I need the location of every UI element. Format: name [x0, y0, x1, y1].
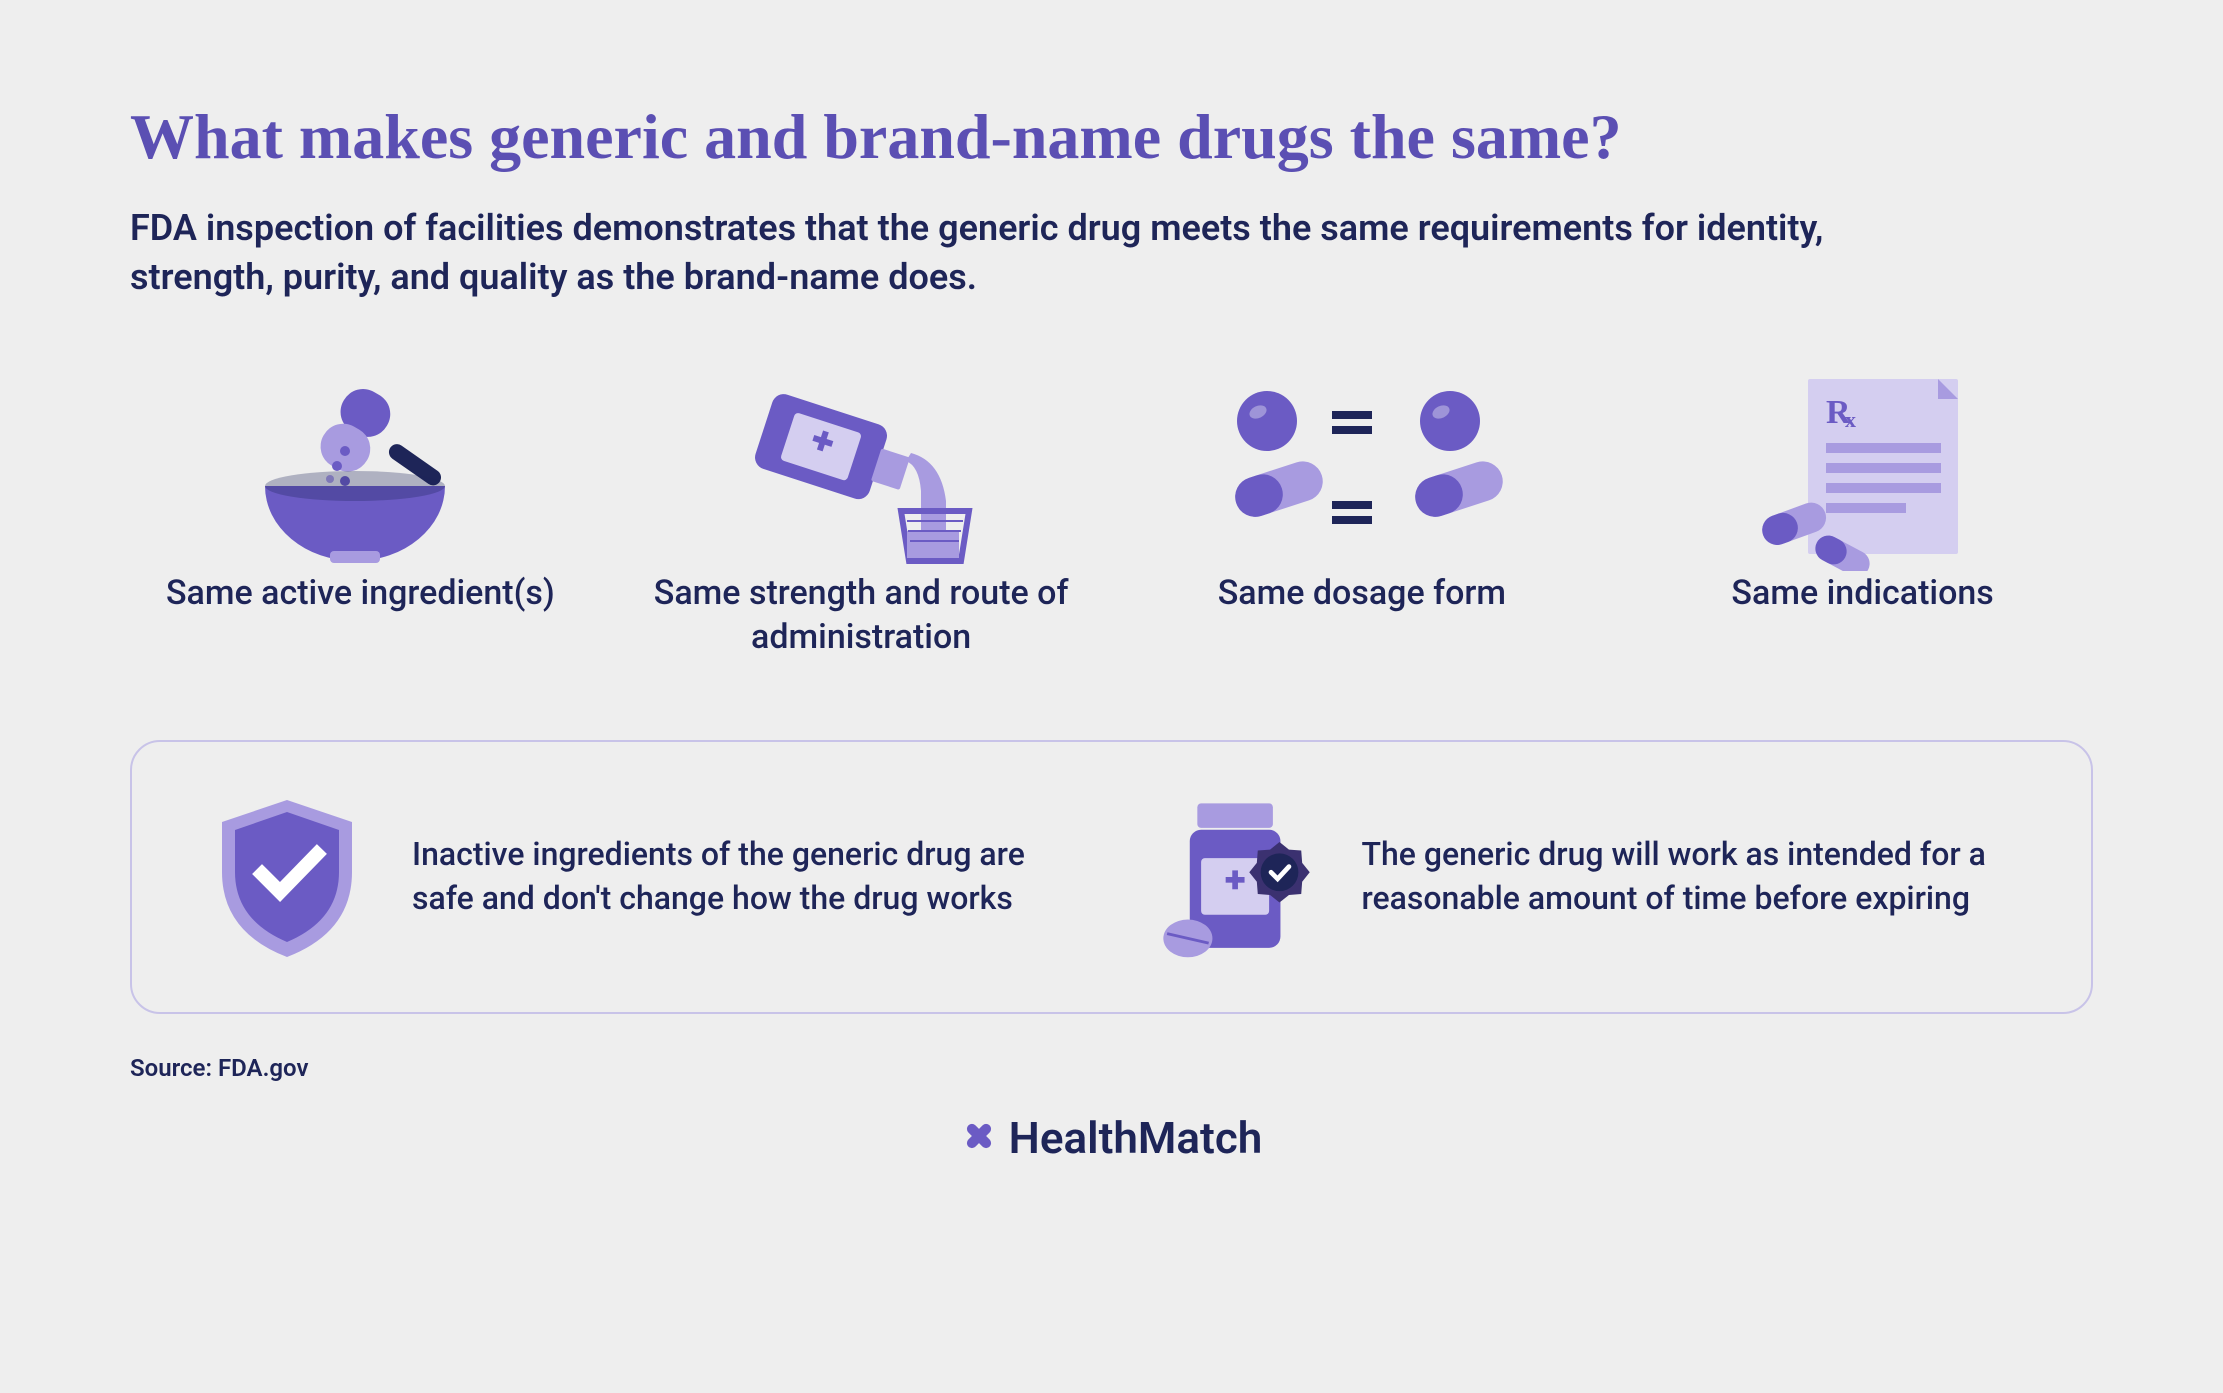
dosage-equals-icon — [1132, 371, 1593, 571]
box-item-expiry: The generic drug will work as intended f… — [1152, 792, 2022, 962]
box-item-text: Inactive ingredients of the generic drug… — [412, 833, 1072, 919]
brand-logo-text: HealthMatch — [1009, 1112, 1263, 1164]
card-ingredients: Same active ingredient(s) — [130, 371, 591, 659]
card-label: Same indications — [1731, 571, 1993, 615]
top-card-row: Same active ingredient(s) — [130, 371, 2093, 659]
card-label: Same active ingredient(s) — [166, 571, 555, 615]
card-dosage-form: Same dosage form — [1132, 371, 1593, 659]
rx-sheet-icon: R x — [1632, 371, 2093, 571]
box-item-inactive-ingredients: Inactive ingredients of the generic drug… — [202, 792, 1072, 962]
page-subtitle: FDA inspection of facilities demonstrate… — [130, 204, 1830, 301]
source-text: Source: FDA.gov — [130, 1054, 2093, 1082]
svg-text:x: x — [1845, 407, 1856, 432]
box-item-text: The generic drug will work as intended f… — [1362, 833, 2022, 919]
bottle-pour-icon — [631, 371, 1092, 571]
mortar-pestle-icon — [130, 371, 591, 571]
bottle-verified-icon — [1152, 792, 1322, 962]
card-label: Same strength and route of administratio… — [651, 571, 1071, 659]
brand-logo: HealthMatch — [130, 1112, 2093, 1164]
card-strength-route: Same strength and route of administratio… — [631, 371, 1092, 659]
card-indications: R x Same indications — [1632, 371, 2093, 659]
shield-check-icon — [202, 792, 372, 962]
cross-icon — [961, 1118, 997, 1158]
page-title: What makes generic and brand-name drugs … — [130, 100, 2093, 174]
card-label: Same dosage form — [1218, 571, 1506, 615]
assurance-box: Inactive ingredients of the generic drug… — [130, 740, 2093, 1014]
